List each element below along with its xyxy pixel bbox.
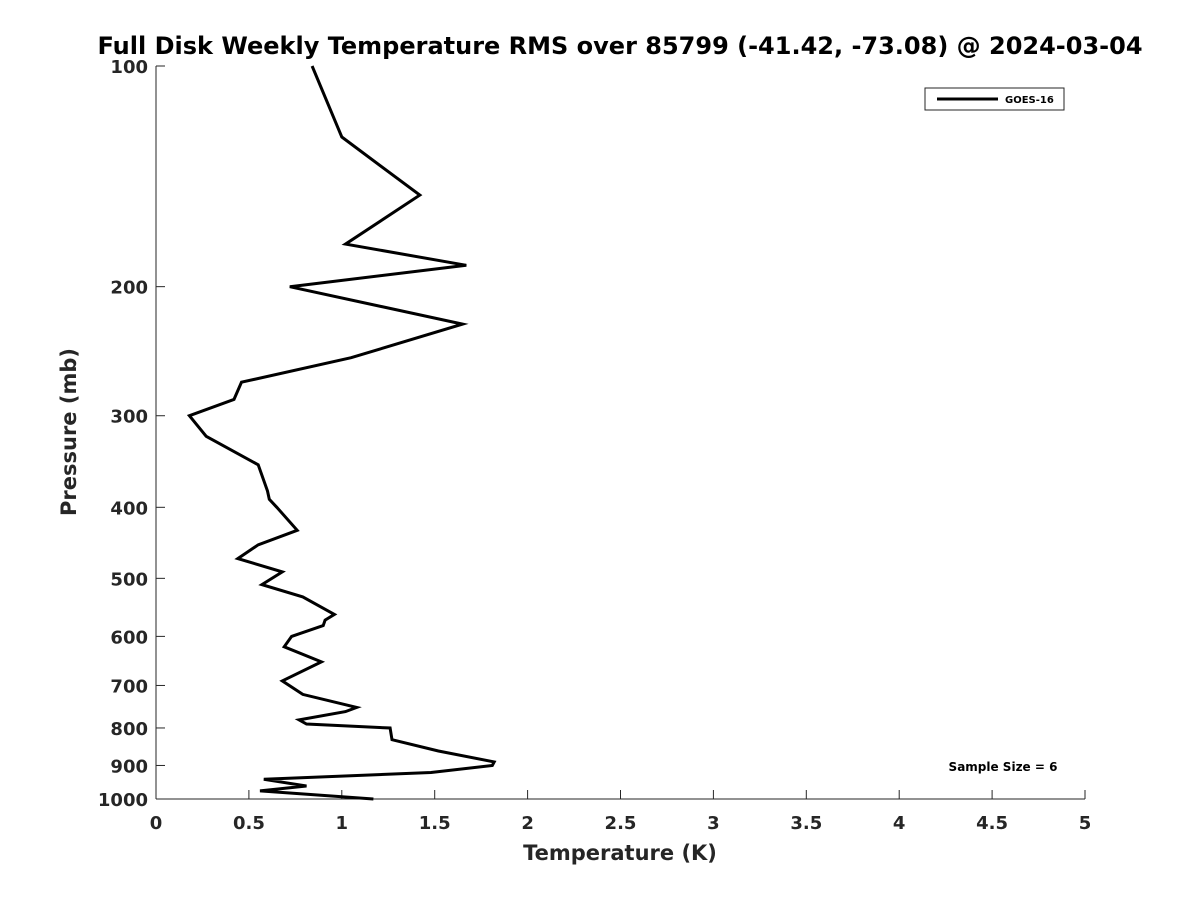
x-tick-label: 3	[707, 813, 720, 834]
y-tick-label: 700	[110, 676, 148, 697]
series-line-goes-16	[186, 65, 497, 801]
chart-title: Full Disk Weekly Temperature RMS over 85…	[97, 32, 1142, 60]
x-tick-label: 3.5	[790, 813, 822, 834]
y-tick-label: 100	[110, 57, 148, 78]
sample-size-annotation: Sample Size = 6	[949, 760, 1058, 774]
x-tick-label: 0.5	[233, 813, 265, 834]
y-tick-label: 400	[110, 498, 148, 519]
x-tick-label: 2.5	[605, 813, 637, 834]
x-tick-label: 5	[1079, 813, 1092, 834]
x-tick-label: 1.5	[419, 813, 451, 834]
y-tick-label: 500	[110, 569, 148, 590]
x-axis-ticks: 0 0.5 1 1.5 2 2.5 3 3.5 4 4.5 5	[150, 790, 1092, 834]
y-tick-label: 800	[110, 719, 148, 740]
y-axis-ticks: 100 200 300 400 500 600 700 800 900 1000	[98, 57, 165, 811]
x-axis-label: Temperature (K)	[523, 841, 717, 865]
y-axis-label: Pressure (mb)	[57, 348, 81, 516]
x-tick-label: 2	[521, 813, 534, 834]
series-layer	[186, 65, 497, 801]
x-tick-label: 1	[336, 813, 349, 834]
x-tick-label: 0	[150, 813, 163, 834]
x-tick-label: 4	[893, 813, 906, 834]
y-tick-label: 200	[110, 278, 148, 299]
y-tick-label: 900	[110, 756, 148, 777]
y-tick-label: 600	[110, 627, 148, 648]
x-tick-label: 4.5	[976, 813, 1008, 834]
legend-label-goes-16: GOES-16	[1005, 95, 1054, 106]
y-tick-label: 300	[110, 407, 148, 428]
legend: GOES-16	[924, 87, 1065, 111]
y-tick-label: 1000	[98, 790, 148, 811]
